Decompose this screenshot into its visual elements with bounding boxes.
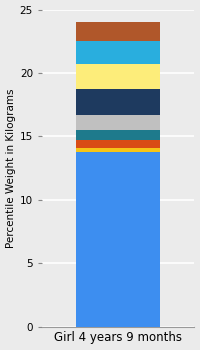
- Bar: [76, 152, 160, 327]
- Bar: [76, 130, 160, 140]
- Y-axis label: Percentile Weight in Kilograms: Percentile Weight in Kilograms: [6, 88, 16, 248]
- Bar: [76, 41, 160, 64]
- Bar: [76, 22, 160, 41]
- Bar: [76, 90, 160, 115]
- Bar: [76, 64, 160, 90]
- Bar: [76, 140, 160, 148]
- Bar: [76, 115, 160, 130]
- Bar: [76, 148, 160, 152]
